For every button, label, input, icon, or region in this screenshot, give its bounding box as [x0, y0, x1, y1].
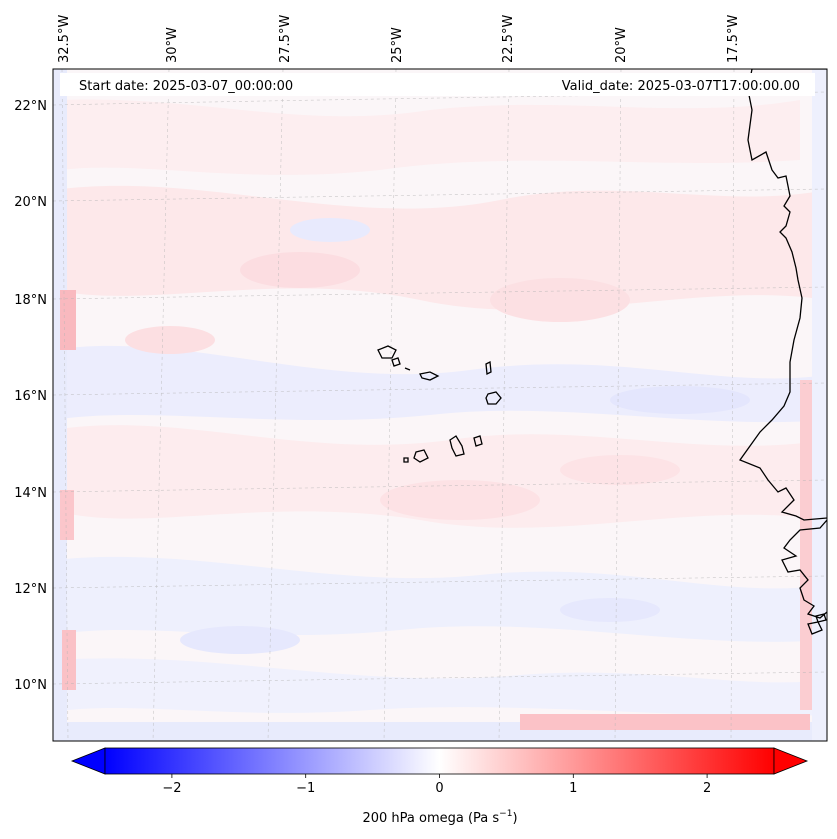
bissagos-islands — [807, 613, 827, 635]
coastlines — [738, 69, 827, 635]
lon-label-27.5w: 27.5°W — [278, 15, 293, 63]
lon-label-25w: 25°W — [390, 27, 405, 63]
colorbar-tick-label: 2 — [703, 781, 711, 796]
valid-date-label: Valid_date: 2025-03-07T17:00:00.00 — [562, 79, 800, 94]
africa-coastline — [738, 69, 827, 521]
colorbar-label-suffix: ) — [512, 811, 517, 826]
cape-verde-islands — [377, 345, 502, 463]
lat-label-10n: 10°N — [14, 678, 47, 693]
lon-label-22.5w: 22.5°W — [501, 15, 516, 63]
colorbar-extend-left — [70, 747, 106, 775]
colorbar-tick-label: −1 — [296, 781, 315, 796]
colorbar-label-exp: −1 — [499, 809, 512, 819]
info-strip — [60, 73, 815, 96]
start-date-label: Start date: 2025-03-07_00:00:00 — [79, 79, 293, 94]
lon-label-32.5w: 32.5°W — [57, 15, 72, 63]
colorbar-label-prefix: 200 hPa omega (Pa s — [362, 811, 499, 826]
lon-labels: 32.5°W 30°W 27.5°W 25°W 22.5°W 20°W 17.5… — [57, 15, 741, 63]
lat-labels: 22°N 20°N 18°N 16°N 14°N 12°N 10°N — [14, 99, 47, 693]
colorbar-tick-label: 1 — [569, 781, 577, 796]
lon-label-30w: 30°W — [165, 27, 180, 63]
colorbar-tick-label: −2 — [162, 781, 181, 796]
lat-label-20n: 20°N — [14, 195, 47, 210]
lat-label-12n: 12°N — [14, 582, 47, 597]
colorbar-body — [104, 747, 775, 775]
lon-label-17.5w: 17.5°W — [726, 15, 741, 63]
map-frame — [52, 68, 828, 742]
lon-label-20w: 20°W — [614, 27, 629, 63]
colorbar-label: 200 hPa omega (Pa s−1) — [362, 809, 517, 826]
colorbar-extend-right — [773, 747, 809, 775]
lat-label-16n: 16°N — [14, 389, 47, 404]
graticule — [52, 68, 828, 742]
colorbar: −2 −1 0 1 2 200 hPa omega (Pa s−1) — [70, 747, 809, 826]
lat-label-18n: 18°N — [14, 293, 47, 308]
omega-field — [53, 69, 827, 741]
africa-coastline-south — [781, 519, 827, 619]
lat-label-22n: 22°N — [14, 99, 47, 114]
colorbar-tick-label: 0 — [435, 781, 443, 796]
lat-label-14n: 14°N — [14, 486, 47, 501]
colorbar-ticks: −2 −1 0 1 2 — [162, 774, 711, 796]
